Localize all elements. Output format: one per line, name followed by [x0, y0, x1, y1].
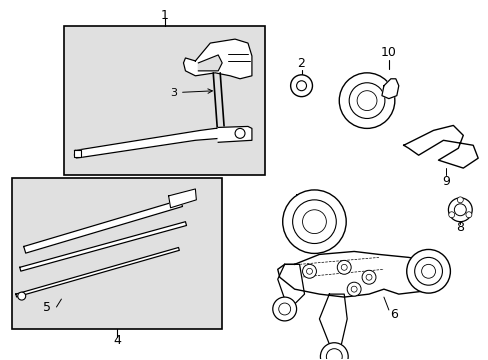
Polygon shape	[74, 129, 247, 158]
Polygon shape	[277, 264, 304, 304]
Circle shape	[296, 81, 306, 91]
Text: 9: 9	[442, 175, 449, 189]
Polygon shape	[16, 247, 179, 297]
Polygon shape	[198, 55, 222, 71]
Circle shape	[447, 198, 471, 222]
Circle shape	[348, 83, 384, 118]
Text: 4: 4	[113, 334, 121, 347]
Circle shape	[235, 129, 244, 138]
Circle shape	[290, 75, 312, 96]
Text: 8: 8	[455, 221, 464, 234]
Bar	[12, 178, 222, 329]
Circle shape	[320, 343, 347, 360]
Text: 5: 5	[42, 301, 50, 314]
Text: 2: 2	[297, 57, 305, 71]
Circle shape	[361, 270, 375, 284]
Circle shape	[18, 292, 26, 300]
Circle shape	[325, 349, 342, 360]
Circle shape	[465, 212, 471, 218]
Circle shape	[292, 200, 336, 243]
Text: 10: 10	[380, 46, 396, 59]
Polygon shape	[319, 294, 346, 357]
Polygon shape	[24, 200, 182, 253]
Text: 3: 3	[170, 88, 212, 98]
Circle shape	[341, 264, 346, 270]
Text: 6: 6	[389, 309, 397, 321]
Polygon shape	[20, 222, 186, 271]
Polygon shape	[403, 125, 477, 168]
Polygon shape	[218, 126, 251, 142]
Circle shape	[282, 190, 346, 253]
Circle shape	[302, 210, 325, 234]
Circle shape	[337, 260, 350, 274]
Circle shape	[453, 204, 466, 216]
Circle shape	[366, 274, 371, 280]
Polygon shape	[168, 189, 196, 208]
Polygon shape	[277, 251, 433, 297]
Circle shape	[272, 297, 296, 321]
Bar	[64, 26, 264, 175]
Text: 1: 1	[161, 9, 168, 22]
Circle shape	[302, 264, 316, 278]
Circle shape	[278, 303, 290, 315]
Circle shape	[306, 268, 312, 274]
Circle shape	[448, 212, 454, 218]
Circle shape	[414, 257, 442, 285]
Polygon shape	[183, 39, 251, 79]
Polygon shape	[381, 79, 398, 99]
Circle shape	[346, 282, 360, 296]
Circle shape	[456, 197, 462, 203]
Circle shape	[406, 249, 449, 293]
Text: 7: 7	[294, 193, 302, 206]
Circle shape	[339, 73, 394, 129]
Polygon shape	[74, 150, 81, 157]
Circle shape	[350, 286, 356, 292]
Circle shape	[356, 91, 376, 111]
Circle shape	[421, 264, 435, 278]
